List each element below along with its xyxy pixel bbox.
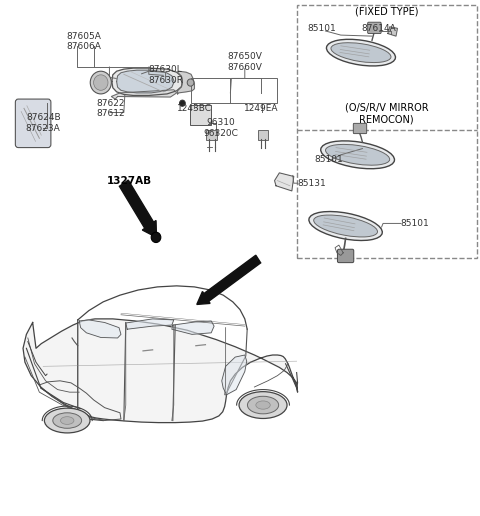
Text: 87622
87612: 87622 87612 bbox=[96, 99, 125, 118]
Circle shape bbox=[94, 75, 108, 90]
Ellipse shape bbox=[53, 413, 82, 428]
Text: 85101: 85101 bbox=[307, 24, 336, 33]
Text: 1243BC: 1243BC bbox=[177, 104, 212, 113]
Ellipse shape bbox=[248, 396, 279, 414]
Polygon shape bbox=[23, 319, 298, 423]
Polygon shape bbox=[111, 90, 177, 99]
Text: 87630L
87630R: 87630L 87630R bbox=[148, 65, 183, 85]
Text: 1327AB: 1327AB bbox=[107, 175, 152, 186]
Circle shape bbox=[90, 71, 111, 94]
Text: 85101: 85101 bbox=[401, 219, 430, 228]
Text: 85101: 85101 bbox=[314, 155, 343, 165]
Text: 87614A: 87614A bbox=[362, 24, 396, 33]
Ellipse shape bbox=[45, 408, 90, 433]
Circle shape bbox=[180, 100, 185, 106]
Polygon shape bbox=[172, 321, 214, 334]
Ellipse shape bbox=[321, 141, 395, 169]
Ellipse shape bbox=[331, 43, 391, 62]
Polygon shape bbox=[388, 27, 397, 36]
Polygon shape bbox=[126, 319, 174, 329]
Text: (O/S/R/V MIRROR
REMOCON): (O/S/R/V MIRROR REMOCON) bbox=[345, 103, 428, 124]
Polygon shape bbox=[178, 71, 194, 94]
Polygon shape bbox=[112, 68, 182, 95]
Circle shape bbox=[187, 79, 194, 86]
FancyArrow shape bbox=[120, 180, 156, 237]
Ellipse shape bbox=[60, 417, 74, 424]
Bar bbox=[191, 78, 277, 103]
FancyBboxPatch shape bbox=[368, 22, 381, 34]
Ellipse shape bbox=[314, 215, 377, 237]
Ellipse shape bbox=[256, 401, 270, 409]
Bar bbox=[297, 5, 477, 258]
Text: 87624B
87623A: 87624B 87623A bbox=[26, 113, 60, 133]
Text: 85131: 85131 bbox=[298, 179, 326, 188]
Ellipse shape bbox=[309, 212, 382, 240]
Text: 96310
96320C: 96310 96320C bbox=[204, 118, 238, 138]
FancyBboxPatch shape bbox=[190, 105, 211, 125]
Text: 87650V
87660V: 87650V 87660V bbox=[228, 52, 262, 72]
Text: (FIXED TYPE): (FIXED TYPE) bbox=[355, 6, 418, 17]
Text: 87605A
87606A: 87605A 87606A bbox=[67, 31, 101, 51]
FancyBboxPatch shape bbox=[353, 123, 367, 134]
FancyBboxPatch shape bbox=[258, 130, 268, 140]
Text: 1249EA: 1249EA bbox=[244, 104, 279, 113]
Polygon shape bbox=[275, 173, 294, 191]
FancyBboxPatch shape bbox=[337, 249, 354, 263]
Polygon shape bbox=[117, 70, 174, 93]
Polygon shape bbox=[222, 355, 247, 395]
FancyArrow shape bbox=[197, 255, 261, 304]
Polygon shape bbox=[79, 320, 121, 338]
Circle shape bbox=[151, 232, 161, 243]
Ellipse shape bbox=[239, 392, 287, 418]
FancyBboxPatch shape bbox=[15, 99, 51, 148]
Ellipse shape bbox=[326, 39, 396, 66]
Ellipse shape bbox=[325, 144, 390, 165]
FancyBboxPatch shape bbox=[206, 130, 217, 140]
